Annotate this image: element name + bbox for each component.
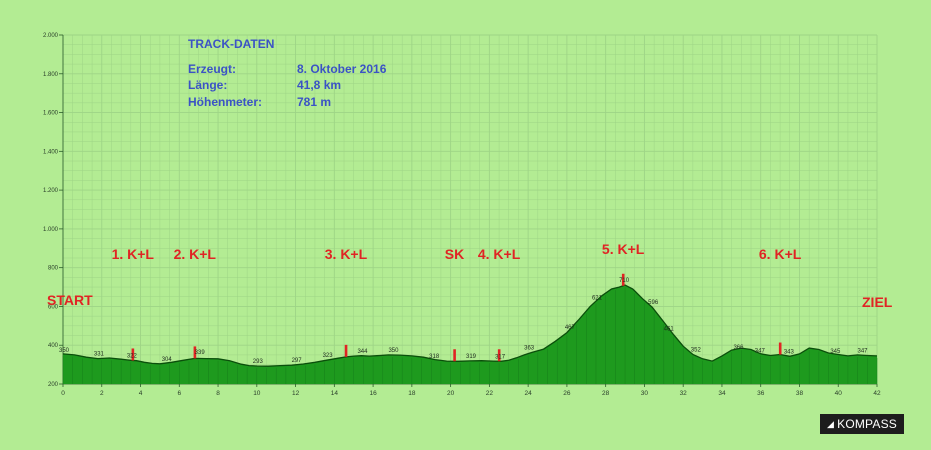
x-tick-label: 32 bbox=[680, 390, 688, 397]
track-info-value-created: 8. Oktober 2016 bbox=[297, 62, 387, 76]
x-tick-label: 18 bbox=[408, 390, 416, 397]
elevation-point-label: 596 bbox=[648, 300, 659, 306]
x-tick-label: 30 bbox=[641, 390, 649, 397]
elevation-point-label: 343 bbox=[784, 349, 795, 355]
elevation-point-label: 363 bbox=[524, 345, 535, 351]
x-tick-label: 10 bbox=[253, 390, 261, 397]
track-info-title: TRACK-DATEN bbox=[188, 37, 275, 51]
station-markers bbox=[131, 273, 782, 362]
x-tick-label: 42 bbox=[873, 390, 881, 397]
y-tick-label: 1.000 bbox=[43, 227, 59, 233]
x-tick-label: 12 bbox=[292, 390, 300, 397]
station-marker bbox=[344, 344, 348, 357]
x-tick-label: 24 bbox=[525, 390, 533, 397]
kompass-logo: ◢ KOMPASS bbox=[820, 414, 904, 434]
x-tick-label: 20 bbox=[447, 390, 455, 397]
track-info-value-length: 41,8 km bbox=[297, 78, 342, 92]
chart-grid bbox=[62, 34, 878, 385]
track-info-label-elevation-gain: Höhenmeter: bbox=[188, 95, 263, 109]
elevation-point-label: 347 bbox=[755, 348, 766, 354]
y-tick-label: 1.600 bbox=[43, 111, 59, 117]
elevation-point-label: 297 bbox=[292, 358, 303, 364]
elevation-point-label: 347 bbox=[857, 348, 868, 354]
elevation-point-label: 339 bbox=[195, 350, 206, 356]
y-tick-label: 200 bbox=[48, 382, 59, 388]
station-label: 4. K+L bbox=[477, 246, 521, 262]
elevation-area bbox=[62, 284, 878, 384]
elevation-point-label: 322 bbox=[127, 353, 138, 359]
track-info-label-length: Länge: bbox=[188, 78, 228, 92]
x-tick-label: 34 bbox=[718, 390, 726, 397]
y-tick-label: 400 bbox=[48, 343, 59, 349]
station-label: 6. K+L bbox=[758, 246, 802, 262]
x-tick-label: 8 bbox=[216, 390, 220, 397]
station-marker bbox=[453, 349, 456, 362]
point-labels: 350 331 322 304 339 293 297 323 344 350 318 319 317 3… bbox=[59, 278, 868, 365]
station-label: 5. K+L bbox=[601, 241, 645, 257]
x-axis: 0 2 4 6 8 10 12 14 16 18 20 22 24 26 28 30 32 34 36 38 40 42 bbox=[61, 383, 881, 397]
station-marker bbox=[621, 273, 625, 286]
finish-label: ZIEL bbox=[862, 294, 893, 310]
station-label: 2. K+L bbox=[173, 246, 216, 262]
x-tick-label: 0 bbox=[61, 390, 65, 397]
x-tick-label: 22 bbox=[486, 390, 494, 397]
x-tick-label: 36 bbox=[757, 390, 765, 397]
elevation-point-label: 318 bbox=[429, 354, 440, 360]
elevation-point-label: 352 bbox=[691, 348, 702, 354]
elevation-point-label: 323 bbox=[323, 353, 334, 359]
start-label: START bbox=[47, 292, 93, 308]
station-label: 3. K+L bbox=[324, 246, 368, 262]
x-tick-label: 28 bbox=[602, 390, 610, 397]
track-info-value-elevation-gain: 781 m bbox=[297, 95, 332, 109]
elevation-point-label: 319 bbox=[466, 354, 477, 360]
elevation-point-label: 331 bbox=[94, 352, 105, 358]
y-tick-label: 1.200 bbox=[43, 188, 59, 194]
arrow-icon: ◢ bbox=[827, 418, 835, 429]
station-marker bbox=[497, 349, 501, 362]
elevation-point-label: 344 bbox=[357, 349, 368, 355]
x-tick-label: 14 bbox=[331, 390, 339, 397]
station-marker bbox=[778, 342, 782, 355]
elevation-point-label: 366 bbox=[733, 345, 744, 351]
elevation-point-label: 350 bbox=[59, 348, 70, 354]
x-tick-label: 4 bbox=[139, 390, 143, 397]
elevation-point-label: 621 bbox=[592, 295, 603, 301]
track-info-label-created: Erzeugt: bbox=[188, 62, 236, 76]
x-tick-label: 16 bbox=[369, 390, 377, 397]
elevation-point-label: 350 bbox=[388, 348, 399, 354]
elevation-point-label: 710 bbox=[619, 278, 630, 284]
logo-text: KOMPASS bbox=[837, 417, 897, 431]
elevation-point-label: 461 bbox=[664, 326, 675, 332]
y-tick-label: 1.400 bbox=[43, 149, 59, 155]
x-tick-label: 26 bbox=[563, 390, 571, 397]
x-tick-label: 6 bbox=[177, 390, 181, 397]
elevation-point-label: 345 bbox=[830, 349, 841, 355]
y-tick-label: 1.800 bbox=[43, 72, 59, 78]
y-tick-label: 2.000 bbox=[43, 33, 59, 39]
station-marker bbox=[131, 348, 135, 361]
station-marker bbox=[193, 346, 197, 359]
x-tick-label: 40 bbox=[835, 390, 843, 397]
elevation-point-label: 317 bbox=[495, 354, 506, 360]
elevation-point-label: 304 bbox=[162, 357, 173, 363]
elevation-line bbox=[62, 284, 878, 367]
station-label: 1. K+L bbox=[111, 246, 154, 262]
y-tick-label: 600 bbox=[48, 304, 59, 310]
x-tick-label: 38 bbox=[796, 390, 804, 397]
y-axis: 200 400 600 800 1.000 1.200 1.400 1.600 1.800 2.0… bbox=[43, 33, 64, 388]
station-label: SK bbox=[444, 246, 465, 262]
x-tick-label: 2 bbox=[100, 390, 104, 397]
elevation-point-label: 467 bbox=[565, 325, 576, 331]
elevation-point-label: 293 bbox=[253, 359, 264, 365]
y-tick-label: 800 bbox=[48, 266, 59, 272]
